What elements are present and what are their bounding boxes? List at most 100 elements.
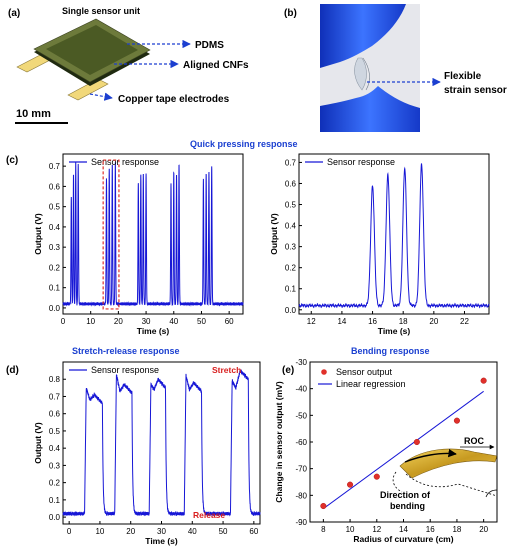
panel-e-label: (e) [282, 365, 294, 376]
y-tick-label: 0.2 [285, 264, 297, 273]
x-tick-label: 22 [460, 317, 469, 326]
scale-bar-label: 10 mm [16, 108, 51, 120]
direction-label-1: Direction of [380, 490, 431, 500]
copper-label: Copper tape electrodes [118, 94, 230, 105]
zoom-highlight-box [102, 159, 120, 310]
y-tick-label: 0.3 [49, 461, 61, 470]
sensor-edge [362, 57, 370, 91]
stretch-annotation: Stretch [212, 365, 241, 375]
chart-c-left: 0 10 20 30 40 50 60 0.0 0.1 0.2 0.3 0.4 0.5 0.6 0.7 Tim… [33, 153, 244, 336]
x-tick-label: 40 [169, 317, 178, 326]
data-point [320, 502, 327, 510]
data-point [413, 438, 420, 446]
legend-label: Sensor response [91, 157, 159, 167]
y-tick-label: 0.4 [49, 223, 61, 232]
x-tick-label: 16 [368, 317, 377, 326]
y-tick-label: 0.5 [285, 201, 297, 210]
cnfs-label: Aligned CNFs [183, 60, 249, 71]
y-tick-label: -90 [295, 518, 307, 527]
data-point [373, 473, 380, 480]
x-tick-label: 20 [429, 317, 438, 326]
y-tick-label: 0.4 [49, 444, 61, 453]
x-tick-label: 12 [372, 525, 381, 534]
y-axis-label: Output (V) [33, 422, 43, 464]
data-point [347, 481, 354, 488]
x-tick-label: 40 [188, 527, 197, 536]
y-tick-label: 0.1 [49, 284, 61, 293]
x-tick-label: 10 [95, 527, 104, 536]
bending-title: Bending response [351, 346, 430, 356]
y-axis-label: Output (V) [33, 213, 43, 255]
x-axis-label: Radius of curvature (cm) [353, 534, 453, 544]
sensor-cnf-region [46, 25, 138, 75]
series-line [298, 163, 490, 309]
y-tick-label: 0.2 [49, 263, 61, 272]
legend-label: Sensor output [336, 367, 393, 377]
y-tick-label: 0.3 [49, 243, 61, 252]
panel-d-label: (d) [6, 365, 19, 376]
pdms-label: PDMS [195, 40, 224, 51]
x-axis-label: Time (s) [137, 326, 170, 336]
glove-top-icon [320, 4, 406, 68]
direction-label-2: bending [390, 501, 425, 511]
y-tick-label: -80 [295, 491, 307, 500]
roc-label: ROC [464, 436, 485, 446]
data-point [480, 377, 487, 384]
y-tick-label: 0.6 [49, 410, 61, 419]
release-annotation: Release [193, 510, 225, 520]
x-tick-label: 60 [249, 527, 258, 536]
glove-bottom-icon [320, 86, 420, 132]
x-tick-label: 18 [452, 525, 461, 534]
x-tick-label: 0 [61, 317, 66, 326]
y-tick-label: 0.7 [285, 158, 297, 167]
x-tick-label: 18 [399, 317, 408, 326]
legend-marker [321, 369, 327, 375]
direction-guide [392, 471, 403, 493]
y-tick-label: -40 [295, 385, 307, 394]
x-tick-label: 10 [86, 317, 95, 326]
x-tick-label: 14 [399, 525, 408, 534]
y-tick-label: 0.0 [285, 306, 297, 315]
y-tick-label: 0.3 [285, 243, 297, 252]
legend-label: Linear regression [336, 379, 406, 389]
x-tick-label: 60 [225, 317, 234, 326]
quick-pressing-title: Quick pressing response [190, 139, 298, 149]
roc-angle-arc [485, 489, 498, 498]
chart-e: 8 10 12 14 16 18 20 -90 -80 -70 -60 -50 -40 -30 Radius… [274, 358, 498, 544]
y-tick-label: 0.5 [49, 203, 61, 212]
stretch-release-title: Stretch-release response [72, 346, 180, 356]
x-axis-label: Time (s) [145, 536, 178, 546]
x-axis-label: Time (s) [378, 326, 411, 336]
data-point [453, 417, 460, 424]
y-tick-label: 0.8 [49, 375, 61, 384]
y-tick-label: 0.4 [285, 222, 297, 231]
y-tick-label: -70 [295, 465, 307, 474]
panel-c-label: (c) [6, 155, 18, 166]
y-tick-label: -50 [295, 411, 307, 420]
chart-c-right: 12 14 16 18 20 22 0.0 0.1 0.2 0.3 0.4 0.5 0.6 0.7 Time… [269, 153, 490, 336]
legend-label: Sensor response [327, 157, 395, 167]
single-sensor-title: Single sensor unit [62, 6, 140, 16]
x-tick-label: 0 [67, 527, 72, 536]
y-axis-label: Change in sensor output (mV) [274, 381, 284, 503]
y-tick-label: 0.6 [49, 182, 61, 191]
x-tick-label: 30 [142, 317, 151, 326]
x-tick-label: 12 [307, 317, 316, 326]
panel-a-label: (a) [8, 8, 20, 19]
panel-a: (a) Single sensor unit PDMS Aligned CNFs… [8, 6, 249, 124]
y-tick-label: 0.5 [49, 427, 61, 436]
series-line [62, 369, 261, 517]
y-tick-label: 0.1 [49, 496, 61, 505]
series-line [62, 161, 244, 307]
panel-b-label: (b) [284, 8, 297, 19]
x-tick-label: 30 [157, 527, 166, 536]
x-tick-label: 20 [126, 527, 135, 536]
flexible-label-2: strain sensor [444, 85, 507, 96]
x-tick-label: 20 [479, 525, 488, 534]
panel-b: (b) Flexible strain sensor [284, 4, 507, 132]
y-tick-label: 0.1 [285, 285, 297, 294]
x-tick-label: 16 [426, 525, 435, 534]
flexible-sensor-strip [354, 57, 367, 91]
y-tick-label: 0.2 [49, 479, 61, 488]
